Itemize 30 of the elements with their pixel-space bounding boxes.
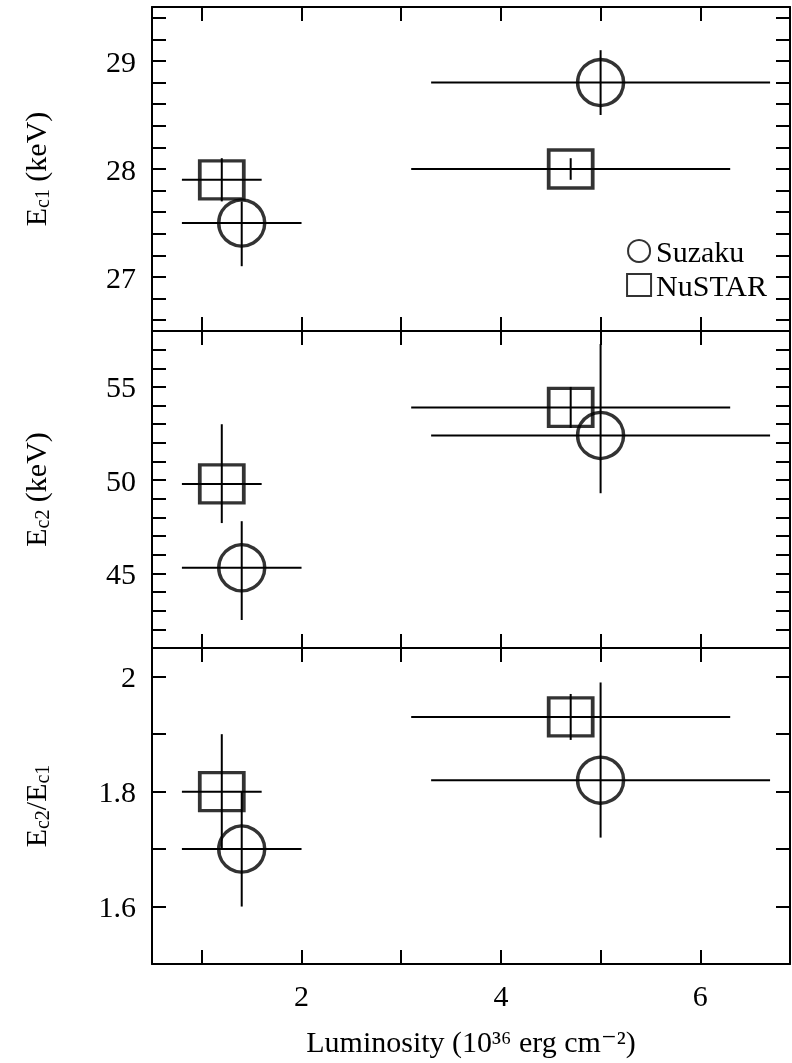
- y-tick-label: 29: [106, 44, 136, 78]
- point: [575, 57, 626, 108]
- legend-label: NuSTAR: [656, 268, 768, 302]
- point: [198, 463, 246, 505]
- y-tick-label: 55: [106, 370, 136, 404]
- legend-label: Suzaku: [656, 234, 745, 268]
- x-axis-title: Luminosity (10³⁶ erg cm⁻²): [306, 1024, 636, 1059]
- y-tick-label: 27: [106, 260, 136, 294]
- y-tick-label: 50: [106, 463, 136, 497]
- x-tick-label: 2: [294, 978, 310, 1012]
- y-axis-title: Ec1 (keV): [18, 111, 53, 227]
- y-tick-label: 2: [121, 660, 136, 694]
- point: [198, 770, 246, 813]
- y-tick-label: 1.8: [98, 775, 136, 809]
- point: [575, 755, 626, 805]
- point: [217, 198, 267, 248]
- point: [546, 148, 595, 190]
- y-tick-label: 45: [106, 556, 136, 590]
- x-tick-label: 6: [692, 978, 708, 1012]
- point: [575, 410, 626, 461]
- y-tick-label: 1.6: [98, 890, 136, 924]
- y-tick-label: 28: [106, 152, 136, 186]
- y-axis-title: Ec2/Ec1: [18, 764, 53, 848]
- y-axis-title: Ec2 (keV): [18, 432, 53, 547]
- point: [217, 824, 267, 874]
- point: [198, 159, 246, 201]
- point: [546, 386, 595, 429]
- x-tick-label: 4: [493, 978, 509, 1012]
- point: [217, 543, 267, 593]
- point: [546, 696, 595, 738]
